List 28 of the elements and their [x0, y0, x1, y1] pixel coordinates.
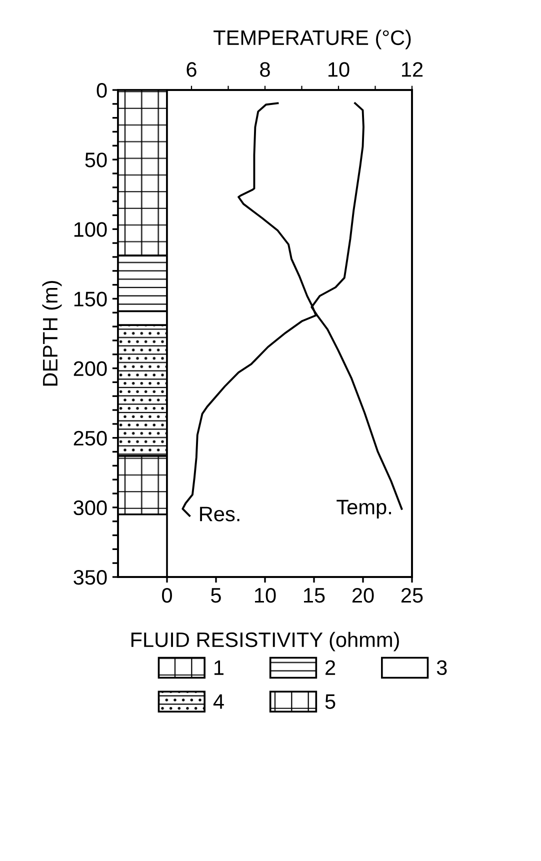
y-tick-label: 300 [74, 500, 107, 516]
legend-label: 5 [325, 694, 336, 709]
x2-tick-label: 10 [328, 62, 350, 77]
x2-tick-label: 6 [186, 62, 196, 77]
x-tick-label: 15 [304, 588, 325, 603]
y-tick-label: 200 [74, 361, 107, 376]
x-tick-label: 20 [352, 588, 374, 603]
x-tick-label: 5 [211, 588, 221, 603]
y-tick-label: 150 [74, 292, 107, 306]
legend-label: 4 [213, 694, 224, 709]
y-tick-label: 250 [74, 430, 107, 446]
y-tick-label: 50 [85, 152, 107, 168]
series-label: Res. [200, 506, 240, 522]
x-axis-title: FLUID RESISTIVITY (ohmm) [131, 632, 399, 652]
x-tick-label: 0 [162, 588, 172, 603]
legend-label: 1 [214, 660, 224, 675]
x2-tick-label: 12 [402, 62, 423, 77]
legend-label: 3 [436, 660, 447, 676]
y-tick-label: 100 [74, 222, 107, 237]
y-tick-label: 0 [96, 83, 107, 98]
x2-axis-title: TEMPERATURE (°C) [214, 30, 411, 50]
series-label: Temp. [336, 500, 391, 519]
legend-label: 2 [326, 660, 336, 675]
y-axis-title: DEPTH (m) [42, 280, 62, 386]
y-tick-label: 350 [74, 570, 107, 585]
x2-tick-label: 8 [260, 62, 270, 77]
x-tick-label: 25 [401, 588, 423, 603]
x-tick-label: 10 [255, 588, 276, 603]
